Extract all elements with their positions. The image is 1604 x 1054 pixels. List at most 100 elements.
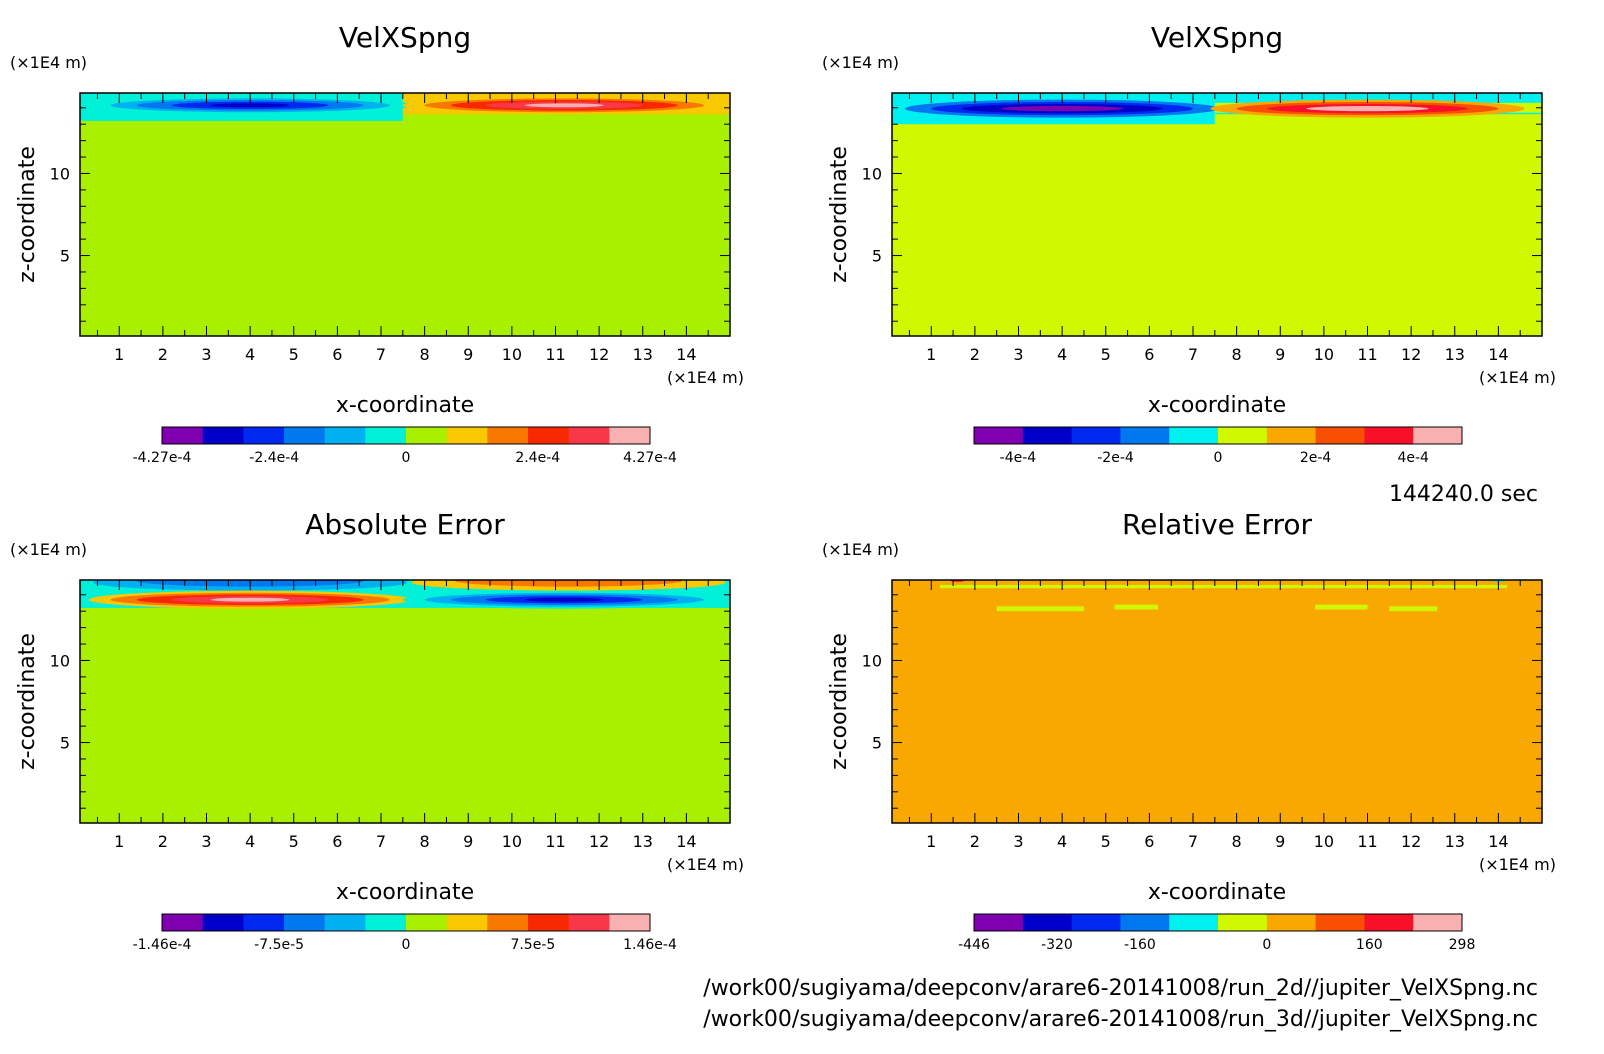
contour-band — [939, 584, 1508, 589]
file-path-1: /work00/sugiyama/deepconv/arare6-2014100… — [703, 976, 1538, 1001]
y-unit-label: (×1E4 m) — [10, 540, 87, 559]
chart-title: VelXSpng — [339, 21, 471, 54]
x-tick-label: 4 — [245, 832, 255, 851]
colorbar-tick-label: 4e-4 — [1397, 450, 1429, 466]
x-axis-label: x-coordinate — [336, 880, 474, 905]
colorbar-swatch — [1169, 427, 1219, 444]
contour-region — [210, 597, 290, 602]
panel-2: VelXSpng(×1E4 m)1 2 3 4 5 6 7 8 9 10 11 12 13 14510(×… — [822, 21, 1556, 466]
colorbar-tick-label: 7.5e-5 — [510, 937, 555, 953]
contour-band — [1389, 606, 1438, 612]
colorbar-swatch — [284, 914, 326, 931]
x-tick-label: 13 — [1445, 832, 1465, 851]
y-tick-label: 5 — [60, 734, 70, 753]
y-tick-label: 5 — [60, 247, 70, 266]
x-tick-label: 7 — [1188, 832, 1198, 851]
x-tick-label: 12 — [1401, 832, 1421, 851]
colorbar-swatch — [324, 914, 366, 931]
x-tick-label: 8 — [1232, 832, 1242, 851]
colorbar-swatch — [568, 914, 610, 931]
contour-field — [892, 580, 1542, 823]
colorbar-tick-label: 0 — [402, 937, 411, 953]
x-tick-label: 13 — [633, 345, 653, 364]
colorbar-frame — [973, 913, 1463, 932]
x-unit-label: (×1E4 m) — [1479, 855, 1556, 874]
panel-4: Relative Error(×1E4 m)1 2 3 4 5 6 7 8 9 10 11 12 13 1… — [822, 508, 1556, 953]
plot-frame — [79, 92, 731, 337]
colorbar-frame — [161, 426, 651, 445]
x-axis-label: x-coordinate — [336, 393, 474, 418]
x-tick-label: 3 — [201, 345, 211, 364]
x-tick-label: 10 — [1314, 345, 1334, 364]
x-tick-label: 2 — [970, 345, 980, 364]
y-axis-label: z-coordinate — [15, 633, 40, 770]
x-tick-label: 8 — [1232, 345, 1242, 364]
colorbar-swatch — [446, 427, 488, 444]
colorbar-swatch — [446, 914, 488, 931]
x-tick-label: 6 — [332, 832, 342, 851]
colorbar-swatch — [528, 427, 570, 444]
x-tick-label: 4 — [245, 345, 255, 364]
y-tick-label: 10 — [862, 651, 882, 670]
x-axis-label: x-coordinate — [1148, 393, 1286, 418]
x-tick-label: 3 — [1013, 832, 1023, 851]
time-label: 144240.0 sec — [1389, 482, 1538, 507]
contour-band — [996, 606, 1084, 612]
colorbar-swatch — [162, 914, 204, 931]
contour-region — [524, 597, 604, 602]
x-tick-label: 13 — [633, 832, 653, 851]
x-tick-label: 4 — [1057, 345, 1067, 364]
x-unit-label: (×1E4 m) — [667, 855, 744, 874]
x-tick-label: 14 — [1488, 345, 1508, 364]
x-tick-label: 11 — [545, 345, 565, 364]
y-unit-label: (×1E4 m) — [10, 53, 87, 72]
colorbar-tick-label: 298 — [1449, 937, 1476, 953]
x-tick-label: 1 — [114, 345, 124, 364]
colorbar-swatch — [324, 427, 366, 444]
x-tick-label: 12 — [589, 832, 609, 851]
colorbar-tick-label: -446 — [958, 937, 990, 953]
x-tick-label: 1 — [926, 832, 936, 851]
colorbar-swatch — [1218, 427, 1268, 444]
plot-frame — [79, 579, 731, 824]
colorbar-swatch — [406, 914, 448, 931]
colorbar-swatch — [1022, 427, 1073, 444]
x-tick-label: 14 — [1488, 832, 1508, 851]
colorbar-swatch — [1364, 914, 1414, 931]
colorbar-swatch — [1364, 427, 1414, 444]
x-tick-label: 1 — [114, 832, 124, 851]
colorbar-tick-label: -7.5e-5 — [254, 937, 304, 953]
colorbar-swatch — [1266, 427, 1317, 444]
contour-field — [80, 93, 730, 336]
colorbar-tick-label: -4.27e-4 — [133, 450, 192, 466]
x-tick-label: 11 — [545, 832, 565, 851]
x-tick-label: 1 — [926, 345, 936, 364]
y-tick-label: 5 — [872, 247, 882, 266]
colorbar-swatch — [1169, 914, 1219, 931]
panel-1: VelXSpng(×1E4 m)1 2 3 4 5 6 7 8 9 10 11 12 13 14510(×… — [10, 21, 744, 466]
colorbar-swatch — [528, 914, 570, 931]
x-tick-label: 5 — [1101, 345, 1111, 364]
contour-band — [1114, 604, 1159, 610]
x-unit-label: (×1E4 m) — [667, 368, 744, 387]
colorbar-frame — [973, 426, 1463, 445]
colorbar-swatch — [1071, 427, 1121, 444]
colorbar-swatch — [487, 914, 529, 931]
x-tick-label: 10 — [502, 832, 522, 851]
colorbar-swatch — [609, 427, 651, 444]
x-tick-label: 5 — [289, 832, 299, 851]
colorbar-swatch — [406, 427, 448, 444]
y-unit-label: (×1E4 m) — [822, 540, 899, 559]
colorbar-swatch — [202, 427, 244, 444]
colorbar-swatch — [1071, 914, 1121, 931]
x-tick-label: 14 — [676, 832, 696, 851]
contour-region — [210, 103, 290, 108]
y-tick-label: 10 — [862, 164, 882, 183]
x-tick-label: 9 — [463, 832, 473, 851]
colorbar-swatch — [162, 427, 204, 444]
x-tick-label: 11 — [1357, 832, 1377, 851]
colorbar-tick-label: -4e-4 — [1000, 450, 1037, 466]
x-tick-label: 14 — [676, 345, 696, 364]
colorbar-swatch — [974, 427, 1024, 444]
x-tick-label: 12 — [589, 345, 609, 364]
